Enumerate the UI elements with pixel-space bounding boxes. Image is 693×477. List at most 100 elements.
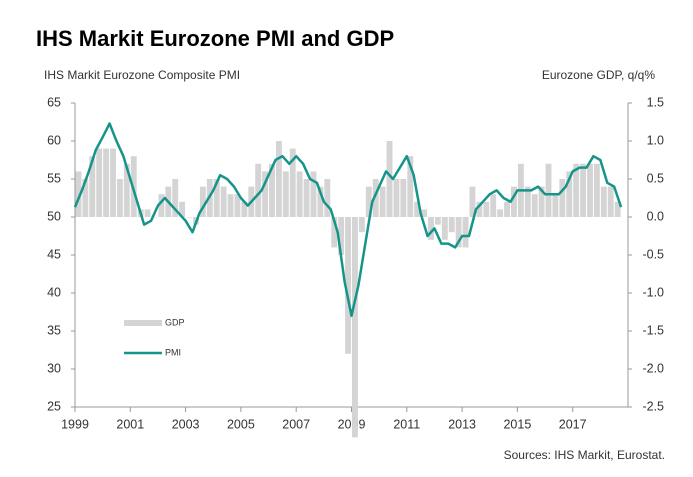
gdp-bar <box>352 217 358 438</box>
gdp-bar <box>600 186 607 217</box>
gdp-bar <box>504 201 510 217</box>
gdp-bar <box>476 201 483 217</box>
gdp-bar <box>614 201 621 217</box>
x-tick-label: 2009 <box>338 417 366 431</box>
gdp-bar <box>110 148 116 217</box>
y2-tick-label: 1.5 <box>647 95 664 109</box>
gdp-bar <box>372 179 379 217</box>
gdp-bar <box>234 194 241 217</box>
y-tick-label: 55 <box>47 171 61 185</box>
y2-axis-label: Eurozone GDP, q/q% <box>542 68 656 82</box>
x-tick-label: 2015 <box>503 417 531 431</box>
gdp-bar <box>414 201 421 217</box>
y-tick-label: 65 <box>47 95 61 109</box>
gdp-bar <box>220 186 227 217</box>
gdp-bar <box>324 179 331 217</box>
gdp-bar <box>116 179 123 217</box>
gdp-bar <box>172 179 179 217</box>
gdp-bar <box>607 186 614 217</box>
y2-tick-label: 0.5 <box>647 171 664 185</box>
x-tick-label: 2007 <box>282 417 310 431</box>
gdp-bar <box>199 186 206 217</box>
y2-tick-label: -1.0 <box>642 285 664 299</box>
gdp-bar <box>282 171 289 217</box>
y-tick-label: 45 <box>47 247 61 261</box>
pmi-line <box>73 122 623 318</box>
gdp-bar <box>552 194 559 217</box>
y2-tick-label: -1.5 <box>642 323 664 337</box>
gdp-bar <box>358 217 365 233</box>
y2-tick-label: 0.0 <box>647 209 664 223</box>
gdp-bar <box>462 217 469 248</box>
y2-tick-label: 1.0 <box>647 133 664 147</box>
gdp-bar <box>407 156 414 217</box>
y-tick-label: 60 <box>47 133 61 147</box>
gdp-bar <box>511 186 517 217</box>
gdp-bar <box>365 186 372 217</box>
gdp-bar <box>103 148 110 217</box>
gdp-bar <box>400 179 407 217</box>
y-axis-label: IHS Markit Eurozone Composite PMI <box>44 68 240 82</box>
gdp-bar <box>289 148 296 217</box>
y2-tick-label: -0.5 <box>642 247 664 261</box>
legend-label: GDP <box>165 317 185 327</box>
gdp-bar <box>524 186 531 217</box>
x-tick-label: 2011 <box>393 417 420 431</box>
gdp-bar <box>469 186 476 217</box>
gdp-bar <box>421 209 428 217</box>
x-tick-label: 2005 <box>227 417 255 431</box>
legend-label: PMI <box>165 347 181 357</box>
gdp-bar <box>213 179 220 217</box>
gdp-bar <box>434 217 441 225</box>
gdp-bar <box>262 171 269 217</box>
gdp-bar <box>483 201 490 217</box>
gdp-bar <box>386 141 393 217</box>
x-tick-label: 2017 <box>559 417 587 431</box>
gdp-bar <box>331 217 338 248</box>
gdp-bar <box>545 163 552 217</box>
x-tick-label: 2013 <box>448 417 476 431</box>
gdp-bar <box>303 179 310 217</box>
gdp-bar <box>587 163 593 217</box>
gdp-bar <box>186 217 192 218</box>
gdp-bar <box>428 217 434 240</box>
gdp-bar <box>455 217 462 248</box>
gdp-bar <box>255 163 262 217</box>
x-tick-label: 1999 <box>61 417 89 431</box>
source: Sources: IHS Markit, Eurostat. <box>504 448 665 462</box>
gdp-bar <box>123 163 130 217</box>
gdp-bar <box>96 148 103 217</box>
gdp-bar <box>345 217 351 354</box>
gdp-bar <box>296 171 303 217</box>
gdp-bar <box>310 171 317 217</box>
gdp-bar <box>379 186 386 217</box>
gdp-bar <box>497 209 504 217</box>
gdp-bar <box>531 194 538 217</box>
gdp-bar <box>275 141 282 217</box>
gdp-bar <box>144 209 151 217</box>
legend-swatch <box>124 320 162 326</box>
gdp-bar <box>241 201 248 217</box>
gdp-bar <box>75 171 82 217</box>
x-tick-label: 2001 <box>116 417 144 431</box>
gdp-bar <box>448 217 455 233</box>
gdp-bar <box>538 186 545 217</box>
y2-tick-label: -2.0 <box>642 361 664 375</box>
gdp-bar <box>89 156 96 217</box>
y-tick-label: 50 <box>47 209 61 223</box>
gdp-bar <box>580 163 587 217</box>
gdp-bar <box>227 194 234 217</box>
y-tick-label: 30 <box>47 361 61 375</box>
y-tick-label: 40 <box>47 285 61 299</box>
gdp-bar <box>338 217 345 255</box>
gdp-bar <box>441 217 448 240</box>
gdp-bar <box>593 163 600 217</box>
gdp-bar <box>82 179 89 217</box>
gdp-bar <box>269 163 275 217</box>
gdp-bar <box>393 179 400 217</box>
y-tick-label: 35 <box>47 323 61 337</box>
gdp-bar <box>151 217 158 218</box>
gdp-bar <box>573 163 580 217</box>
gdp-bar <box>490 194 497 217</box>
